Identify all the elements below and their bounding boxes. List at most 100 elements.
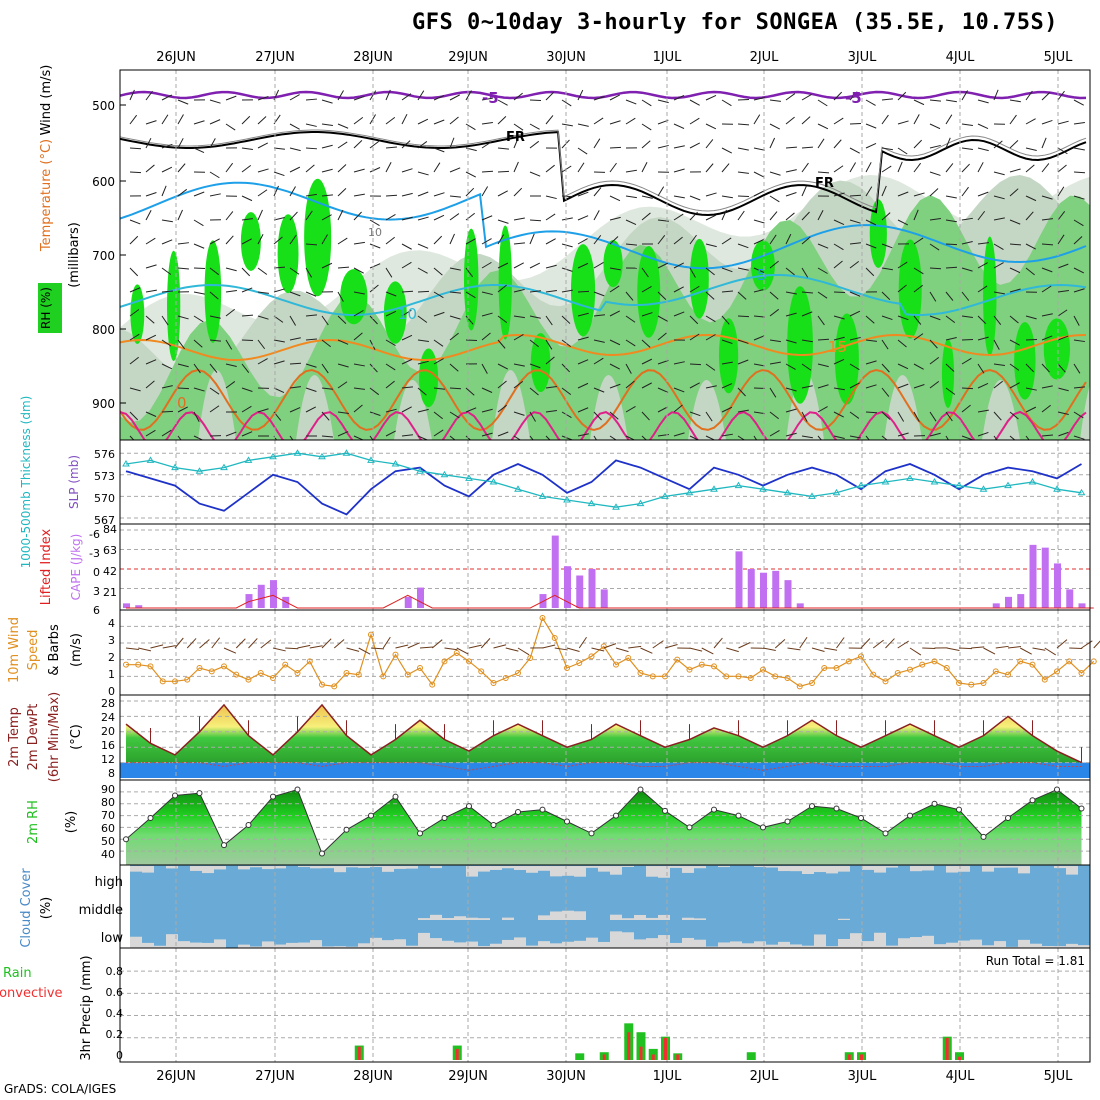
wind-barb: [465, 238, 476, 245]
wind-barb: [497, 190, 508, 197]
wind-barb: [929, 267, 942, 270]
wind-barb: [577, 162, 585, 173]
wind-barb-10m: [297, 644, 311, 649]
cloud-gap: [574, 866, 586, 877]
wind-barb: [1057, 90, 1065, 101]
wind-tick: 3: [108, 634, 115, 647]
wind-barb: [369, 243, 381, 249]
wind-barb: [865, 219, 877, 226]
thickness-marker: [367, 456, 375, 463]
rh-marker: [1078, 805, 1085, 812]
wind-barb: [625, 291, 634, 301]
wind-barb: [625, 117, 636, 125]
date-label-bottom: 4JUL: [946, 1069, 976, 1084]
wind-barb: [721, 267, 733, 273]
wind-speed-marker: [588, 653, 595, 660]
precip-tick: 0.2: [106, 1028, 124, 1041]
wind-barb: [177, 315, 189, 320]
date-label-top: 2JUL: [750, 50, 780, 65]
cloud-gap: [622, 918, 634, 920]
date-label-top: 1JUL: [653, 50, 683, 65]
wind-speed-marker: [319, 681, 325, 688]
lifted-index-line: [126, 594, 1094, 609]
wind-barb: [897, 147, 908, 155]
wind-barb: [385, 162, 392, 173]
wind-barb: [1041, 313, 1053, 317]
wind-barb: [241, 218, 253, 221]
thickness-marker: [489, 478, 498, 485]
wind-barb: [481, 186, 489, 197]
wind-barb: [1041, 404, 1051, 413]
wind-barb: [433, 358, 444, 365]
rh-core: [869, 199, 887, 268]
wind-barb: [577, 433, 589, 437]
wind-barb: [273, 387, 285, 394]
wind-barb: [177, 163, 186, 173]
wind-barb: [1073, 288, 1085, 293]
wind-barb: [1057, 309, 1068, 317]
wind-barb: [865, 411, 878, 414]
wind-speed-marker: [1029, 661, 1036, 668]
wind-barb: [161, 219, 173, 223]
temperature-axis-label: Temperature (°C): [39, 139, 54, 252]
cloud-gap: [742, 943, 754, 948]
wind-barb: [753, 363, 765, 367]
wind-barb: [497, 115, 507, 125]
wind-barb: [385, 380, 395, 389]
wind-barb-10m: [762, 647, 776, 651]
wind-barb: [289, 362, 302, 365]
cloud-gap: [1078, 945, 1090, 948]
wind-barb: [1009, 99, 1021, 103]
wind-barb: [753, 435, 758, 440]
wind-barb: [817, 99, 828, 107]
wind-barb: [1041, 434, 1054, 437]
cloud-gap: [718, 942, 730, 948]
wind-barb: [977, 210, 986, 221]
wind-barb: [721, 433, 733, 437]
wind-barb-10m: [138, 647, 152, 652]
isotherm-15: [120, 333, 1087, 362]
wind-barb-10m: [285, 647, 299, 650]
wind-barb: [577, 290, 590, 293]
cloud-gap: [610, 931, 622, 948]
wind-barb: [769, 195, 780, 203]
wind-barb: [481, 170, 494, 173]
wind-barb: [593, 96, 605, 101]
wind-barb: [289, 291, 301, 297]
wind-barb: [849, 363, 860, 371]
wind-barb: [401, 406, 412, 413]
wind-barb: [225, 290, 237, 293]
cloud-gap: [814, 866, 826, 873]
date-label-top: 28JUN: [353, 50, 393, 65]
wind-barb: [241, 339, 254, 342]
wind-barb: [705, 385, 717, 389]
wind-barb: [145, 137, 152, 149]
wind-barb: [961, 267, 973, 272]
wind-barb: [145, 289, 157, 293]
wind-barb: [673, 145, 685, 149]
wind-barb: [353, 387, 365, 390]
wind-axis-label-unit: (m/s): [69, 633, 84, 667]
rh-marker: [564, 818, 570, 825]
wind-barb: [737, 267, 749, 271]
thickness-marker: [808, 492, 816, 499]
wind-barb: [161, 166, 173, 173]
cloud-gap: [442, 917, 454, 920]
wind-barb: [369, 284, 379, 293]
wind-speed-marker: [845, 658, 852, 665]
wind-barb: [481, 332, 491, 341]
cloud-gap: [1054, 866, 1066, 869]
wind-barb: [545, 91, 555, 101]
isotherm-5: [120, 181, 1087, 270]
wind-barb: [625, 169, 637, 173]
cloud-gap: [250, 946, 262, 948]
wind-barb: [609, 363, 620, 370]
cape-bar: [123, 603, 130, 608]
wind-barb: [321, 435, 333, 438]
wind-barb: [257, 95, 269, 101]
thickness-marker: [465, 474, 473, 481]
wind-speed-marker: [172, 678, 178, 685]
wind-barb-10m: [1007, 646, 1021, 649]
wind-barb: [705, 123, 717, 130]
